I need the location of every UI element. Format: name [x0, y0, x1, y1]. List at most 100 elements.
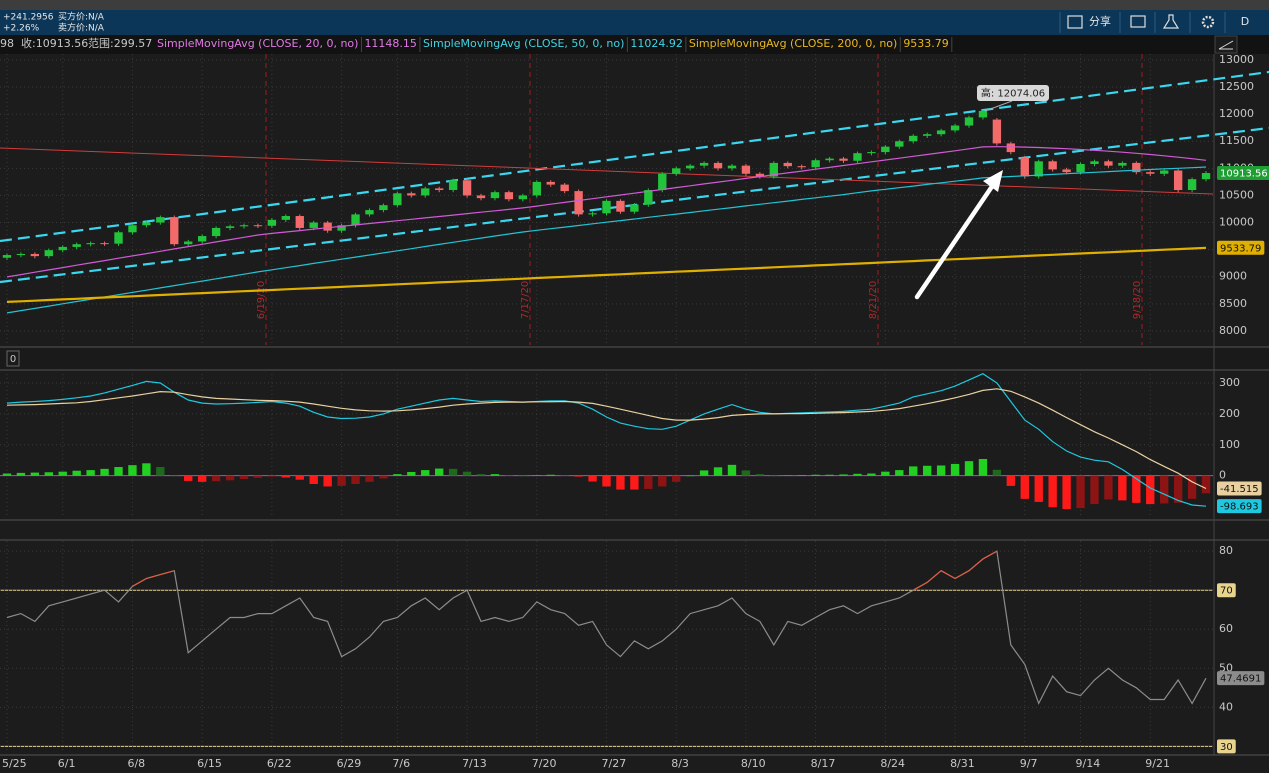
candle-body: [546, 181, 555, 185]
histogram-bar: [936, 465, 946, 476]
histogram-bar: [532, 475, 541, 476]
candle-body: [672, 168, 681, 174]
candle-body: [490, 192, 500, 199]
candle-body: [1187, 179, 1197, 191]
screenshot-button[interactable]: [1130, 15, 1146, 28]
high-annotation: 高: 12074.06: [981, 87, 1045, 100]
histogram-bar: [44, 472, 53, 476]
histogram-bar: [713, 467, 723, 476]
candle-body: [811, 160, 820, 168]
candle-body: [881, 146, 890, 153]
x-tick-label: 6/29: [337, 757, 362, 770]
histogram-bar: [281, 475, 291, 478]
candle-body: [267, 219, 277, 226]
overbought-segment: [940, 570, 956, 580]
histogram-bar: [100, 468, 109, 476]
candle-body: [602, 200, 611, 214]
candle-body: [895, 141, 904, 147]
candle-body: [393, 193, 402, 206]
y-tick-label: 300: [1219, 376, 1240, 389]
histogram-bar: [309, 475, 318, 485]
candle-body: [351, 214, 360, 226]
histogram-bar: [156, 467, 165, 476]
candle-body: [658, 173, 667, 191]
histogram-bar: [30, 472, 40, 476]
candle-body: [783, 162, 792, 167]
candle-body: [741, 165, 751, 174]
histogram-bar: [86, 470, 95, 476]
candle-body: [532, 181, 541, 196]
candle-body: [825, 158, 834, 161]
histogram-bar: [574, 475, 583, 477]
candle-body: [58, 246, 67, 251]
histogram-bar: [1118, 475, 1127, 501]
y-tick-label-box: [1217, 583, 1236, 598]
histogram-bar: [58, 471, 67, 476]
candle-body: [1118, 162, 1127, 166]
overbought-segment: [954, 570, 970, 580]
candle-body: [797, 166, 806, 168]
histogram-bar: [741, 470, 751, 476]
last-value-label: -41.515: [1220, 484, 1259, 495]
ask: 卖方价:N/A: [58, 22, 105, 34]
channel-upper: [0, 70, 1269, 243]
histogram-bar: [1160, 475, 1169, 504]
trend-line: [0, 147, 1214, 195]
study-prefix: 98: [0, 37, 14, 50]
candle-body: [1173, 170, 1183, 191]
candle-body: [239, 225, 249, 227]
histogram-bar: [658, 475, 667, 487]
x-tick-label: 8/17: [811, 757, 836, 770]
arrow-head: [983, 170, 1003, 192]
x-tick-label: 9/7: [1020, 757, 1038, 770]
candle-body: [1076, 164, 1085, 173]
candle-body: [2, 255, 12, 258]
study-value: 11148.15: [364, 37, 417, 50]
y-tick-label: 50: [1219, 661, 1233, 674]
period-button[interactable]: D: [1241, 15, 1249, 28]
studies-button[interactable]: [1162, 14, 1180, 29]
close-value: 收:10913.56: [21, 36, 88, 50]
event-label: 7/17/20: [520, 281, 531, 320]
last-value-label-box: [1217, 671, 1265, 686]
candle-body: [421, 188, 430, 196]
strip-box: [6, 350, 20, 367]
histogram-bar: [490, 474, 500, 476]
study-line: [6, 388, 1207, 490]
histogram-bar: [964, 461, 974, 476]
candle-body: [211, 227, 221, 237]
strip-label: 0: [10, 354, 16, 365]
histogram-bar: [992, 469, 1002, 476]
histogram-bar: [16, 472, 26, 476]
settings-button[interactable]: [1201, 15, 1215, 29]
candle-body: [295, 216, 304, 228]
study-legend: SimpleMovingAvg (CLOSE, 20, 0, no) 11148.…: [157, 37, 953, 52]
y-tick-label: 0: [1219, 469, 1226, 482]
histogram-bar: [393, 474, 402, 476]
candle-body: [699, 162, 709, 166]
y-tick-label: 8500: [1219, 297, 1247, 310]
share-button[interactable]: 分享: [1067, 14, 1111, 29]
event-label: 8/21/20: [868, 281, 879, 320]
study-name: SimpleMovingAvg (CLOSE, 200, 0, no): [689, 37, 897, 50]
candle-body: [950, 125, 960, 131]
candle-body: [184, 241, 193, 245]
histogram-bar: [867, 473, 876, 476]
histogram-bar: [448, 468, 458, 476]
x-tick-label: 9/14: [1076, 757, 1101, 770]
histogram-bar: [560, 475, 569, 476]
candle-body: [1034, 161, 1043, 177]
candle-body: [86, 243, 95, 245]
last-value-label: 47.4691: [1220, 674, 1261, 685]
price-panel: [0, 54, 1269, 345]
candle-body: [253, 225, 263, 227]
x-tick-label: 5/25: [2, 757, 27, 770]
candle-body: [1062, 169, 1071, 173]
candle-body: [616, 200, 625, 212]
x-tick-label: 8/24: [880, 757, 905, 770]
candle-body: [100, 243, 109, 245]
histogram-bar: [337, 475, 346, 486]
candle-body: [1020, 157, 1029, 177]
overbought-segment: [160, 570, 175, 576]
